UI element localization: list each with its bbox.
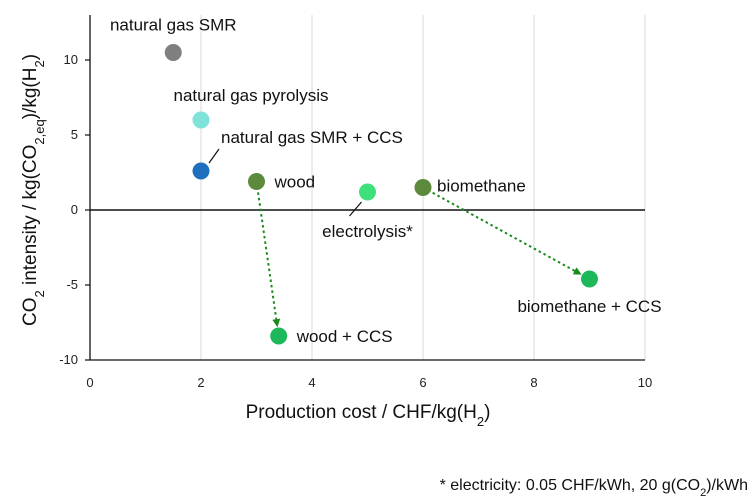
leader-electrolysis- [349, 201, 362, 217]
point-labels: natural gas SMR natural gas pyrolysis natu… [110, 16, 662, 347]
label-biomethane-ccs: biomethane + CCS [517, 297, 661, 316]
y-tick-label--5: -5 [66, 277, 78, 292]
arrow-1 [432, 191, 582, 275]
y-tick-label-5: 5 [71, 127, 78, 142]
point-biomethane-ccs [581, 270, 598, 288]
label-wood: wood [274, 173, 316, 192]
x-tick-label-6: 6 [419, 375, 426, 390]
x-tick-label-0: 0 [86, 375, 93, 390]
x-tick-label-8: 8 [530, 375, 537, 390]
data-points [164, 44, 598, 345]
x-tick-label-4: 4 [308, 375, 315, 390]
point-natural-gas-smr-ccs [192, 162, 210, 180]
y-axis-title: CO2 intensity / kg(CO2,eq)/kg(H2) [20, 54, 47, 326]
point-electrolysis- [359, 183, 376, 201]
point-biomethane [414, 179, 432, 196]
y-tick-label-10: 10 [64, 52, 78, 67]
point-natural-gas-pyrolysis [192, 111, 210, 129]
point-wood [248, 173, 265, 190]
footnote: * electricity: 0.05 CHF/kWh, 20 g(CO2)/k… [440, 477, 748, 498]
point-natural-gas-smr [164, 44, 182, 61]
label-biomethane: biomethane [437, 177, 526, 196]
label-electrolysis-: electrolysis* [322, 222, 413, 241]
label-natural-gas-pyrolysis: natural gas pyrolysis [174, 86, 329, 105]
y-tick-label-0: 0 [71, 202, 78, 217]
label-natural-gas-smr: natural gas SMR [110, 16, 237, 35]
arrows [257, 191, 582, 328]
x-tick-label-10: 10 [638, 375, 652, 390]
x-tick-label-2: 2 [197, 375, 204, 390]
axes: -10 -5 0 5 10 0 2 4 6 8 10 [59, 15, 652, 390]
leader-natural-gas-smr-ccs [208, 148, 220, 164]
x-axis-title: Production cost / CHF/kg(H2) [246, 402, 491, 429]
arrow-0 [257, 192, 281, 328]
label-natural-gas-smr-ccs: natural gas SMR + CCS [221, 128, 403, 147]
point-wood-ccs [270, 327, 288, 345]
y-tick-label--10: -10 [59, 352, 78, 367]
label-wood-ccs: wood + CCS [296, 327, 393, 346]
